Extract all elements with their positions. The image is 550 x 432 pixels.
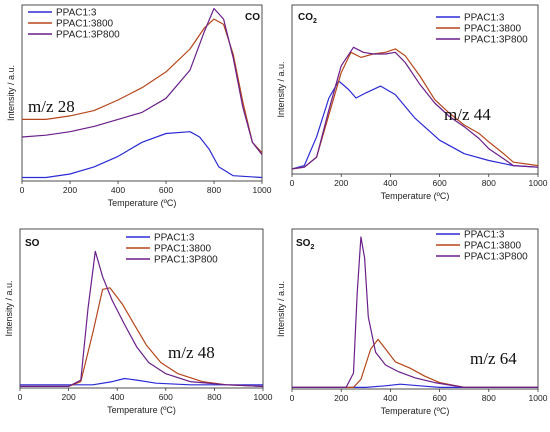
legend-label: PPAC1:3800 xyxy=(56,19,114,30)
x-tick-label: 800 xyxy=(482,393,496,403)
legend-label: PPAC1:3 xyxy=(154,233,195,244)
x-tick-label: 1000 xyxy=(529,178,548,188)
panel-title-subscript: 2 xyxy=(310,244,314,251)
x-tick-label: 1000 xyxy=(254,392,273,402)
x-tick-label: 200 xyxy=(334,178,348,188)
mz-annotation: m/z 28 xyxy=(28,97,75,116)
x-tick-label: 0 xyxy=(20,185,25,195)
legend-label: PPAC1:3 xyxy=(464,13,505,24)
plot-frame xyxy=(291,4,539,175)
series-line-1 xyxy=(291,80,539,170)
series-line-3 xyxy=(292,236,538,388)
x-axis-label: Temperature (ºC) xyxy=(108,198,177,208)
x-tick-label: 200 xyxy=(62,392,76,402)
series-line-2 xyxy=(292,338,538,388)
x-tick-label: 400 xyxy=(383,178,397,188)
panel-title-subscript: 2 xyxy=(313,18,317,25)
x-tick-label: 400 xyxy=(383,393,397,403)
legend-label: PPAC1:3800 xyxy=(154,244,212,255)
x-tick-label: 200 xyxy=(63,185,77,195)
y-axis-label: Intensity / a.u. xyxy=(4,280,14,336)
series-line-1 xyxy=(292,383,538,388)
x-tick-label: 400 xyxy=(111,185,125,195)
mz-annotation: m/z 48 xyxy=(168,343,215,362)
series-line-2 xyxy=(22,18,263,154)
series-line-1 xyxy=(20,377,263,386)
x-tick-label: 0 xyxy=(290,178,295,188)
x-tick-label: 800 xyxy=(482,178,496,188)
x-tick-label: 600 xyxy=(159,392,173,402)
y-axis-label: Intensity / a.u. xyxy=(6,65,16,121)
panel-title: CO2 xyxy=(298,12,317,25)
chart-panel-1: 0 200 400 600 800 1000 Temperature (ºC) Intensi… xyxy=(6,4,272,208)
x-axis-label: Temperature (ºC) xyxy=(107,405,176,415)
legend-label: PPAC1:3800 xyxy=(464,24,522,35)
x-axis-label: Temperature (ºC) xyxy=(381,191,450,201)
x-tick-label: 1000 xyxy=(253,185,272,195)
series-line-1 xyxy=(22,131,263,179)
x-tick-label: 200 xyxy=(334,393,348,403)
x-tick-label: 800 xyxy=(207,392,221,402)
y-axis-label: Intensity / a.u. xyxy=(276,281,286,337)
x-tick-label: 600 xyxy=(159,185,173,195)
series-line-3 xyxy=(21,7,263,155)
legend-label: PPAC1:3800 xyxy=(464,241,522,252)
chart-panel-4: 0 200 400 600 800 1000 Temperature (ºC) Intensi… xyxy=(276,228,548,416)
panel-title: SO xyxy=(25,238,40,249)
plot-frame xyxy=(21,4,263,182)
series-line-3 xyxy=(291,46,539,170)
panel-title: CO xyxy=(245,12,260,23)
x-tick-label: 400 xyxy=(110,392,124,402)
chart-panel-3: 0 200 400 600 800 1000 Temperature (ºC) Intensi… xyxy=(4,228,273,415)
legend-label: PPAC1:3P800 xyxy=(464,35,528,46)
series-line-2 xyxy=(20,287,264,387)
series-line-2 xyxy=(291,48,539,170)
plot-frame xyxy=(19,228,264,389)
x-tick-label: 1000 xyxy=(529,393,548,403)
panel-title: SO2 xyxy=(296,238,314,251)
mz-annotation: m/z 44 xyxy=(444,105,491,124)
x-tick-label: 0 xyxy=(290,393,295,403)
x-tick-label: 600 xyxy=(433,178,447,188)
plot-frame xyxy=(291,228,539,390)
legend-label: PPAC1:3 xyxy=(56,8,97,19)
mz-annotation: m/z 64 xyxy=(470,349,517,368)
legend-label: PPAC1:3P800 xyxy=(56,30,120,41)
y-axis-label: Intensity / a.u. xyxy=(276,61,286,117)
chart-panel-2: 0 200 400 600 800 1000 Temperature (ºC) Intensi… xyxy=(276,4,548,201)
x-tick-label: 0 xyxy=(18,392,23,402)
x-tick-label: 800 xyxy=(207,185,221,195)
legend-label: PPAC1:3P800 xyxy=(464,252,528,263)
legend-label: PPAC1:3 xyxy=(464,230,505,241)
x-tick-label: 600 xyxy=(433,393,447,403)
series-line-3 xyxy=(20,250,264,387)
legend-label: PPAC1:3P800 xyxy=(154,255,218,266)
x-axis-label: Temperature (ºC) xyxy=(381,406,450,416)
